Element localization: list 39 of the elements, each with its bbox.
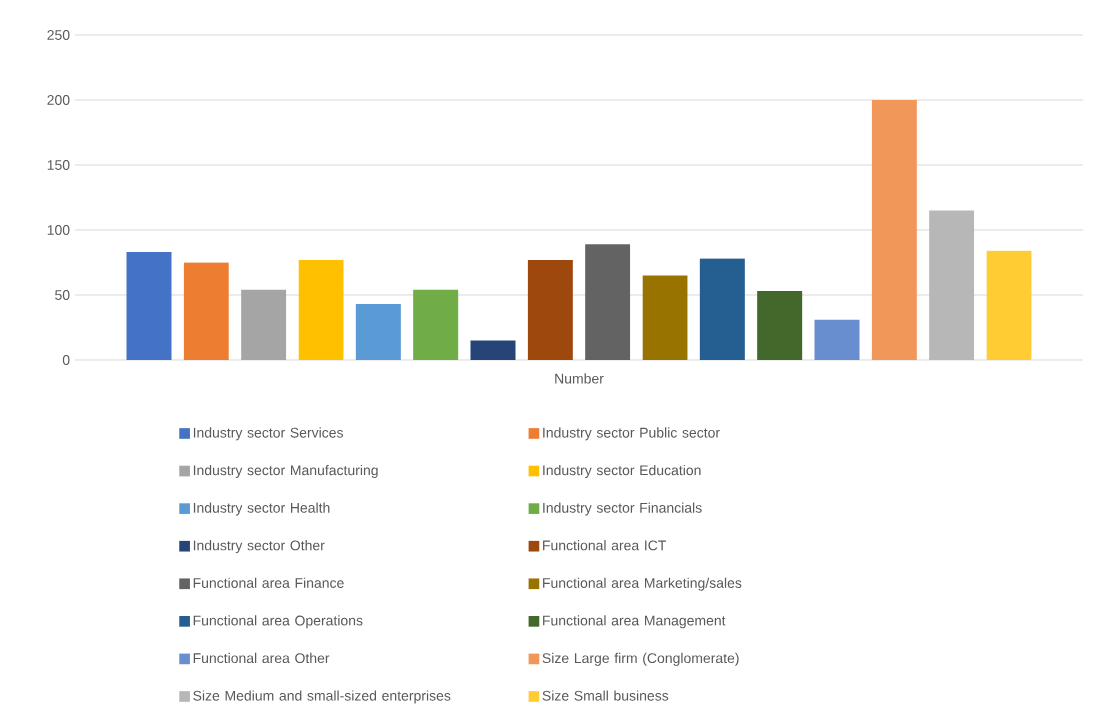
legend-label: Size Small business (542, 690, 669, 701)
legend-label: Industry sector Other (193, 540, 325, 554)
bar (814, 319, 860, 360)
legend-label: Functional area Operations (193, 615, 363, 629)
bar (929, 210, 975, 360)
legend-label: Size Medium and small-sized enterprises (193, 690, 451, 704)
bar (470, 340, 516, 360)
legend-label: Functional area Marketing/sales (543, 577, 742, 591)
bar (986, 250, 1032, 360)
bar (527, 259, 573, 360)
y-tick-label: 150 (47, 160, 70, 170)
legend-label: Industry sector Public sector (543, 427, 720, 441)
legend-label: Size Large firm (Conglomerate) (542, 652, 739, 666)
bar (585, 244, 631, 360)
y-tick-label: 0 (62, 355, 70, 365)
bar (355, 304, 401, 360)
legend-label: Functional area Finance (193, 577, 344, 588)
bar (241, 289, 287, 360)
legend-label: Industry sector Health (193, 502, 330, 516)
y-tick-label: 250 (47, 30, 70, 40)
legend-label: Functional area Management (543, 615, 726, 629)
legend-label: Functional area Other (193, 652, 330, 664)
y-tick-label: 200 (47, 95, 70, 105)
bar (699, 258, 745, 360)
y-tick-label: 100 (47, 225, 70, 235)
bar (298, 259, 344, 360)
legend-label: Functional area ICT (543, 540, 667, 551)
bar (183, 262, 229, 360)
bar (871, 99, 917, 360)
legend-label: Industry sector Services (193, 427, 343, 441)
legend-label: Industry sector Manufacturing (193, 464, 378, 478)
x-tick-label: Number (555, 373, 604, 384)
bar (642, 275, 688, 360)
bar (757, 291, 803, 360)
legend-label: Industry sector Financials (543, 502, 702, 516)
legend-label: Industry sector Education (543, 464, 701, 478)
y-tick-label: 50 (55, 290, 70, 300)
bar (413, 289, 459, 360)
bar (126, 252, 172, 360)
